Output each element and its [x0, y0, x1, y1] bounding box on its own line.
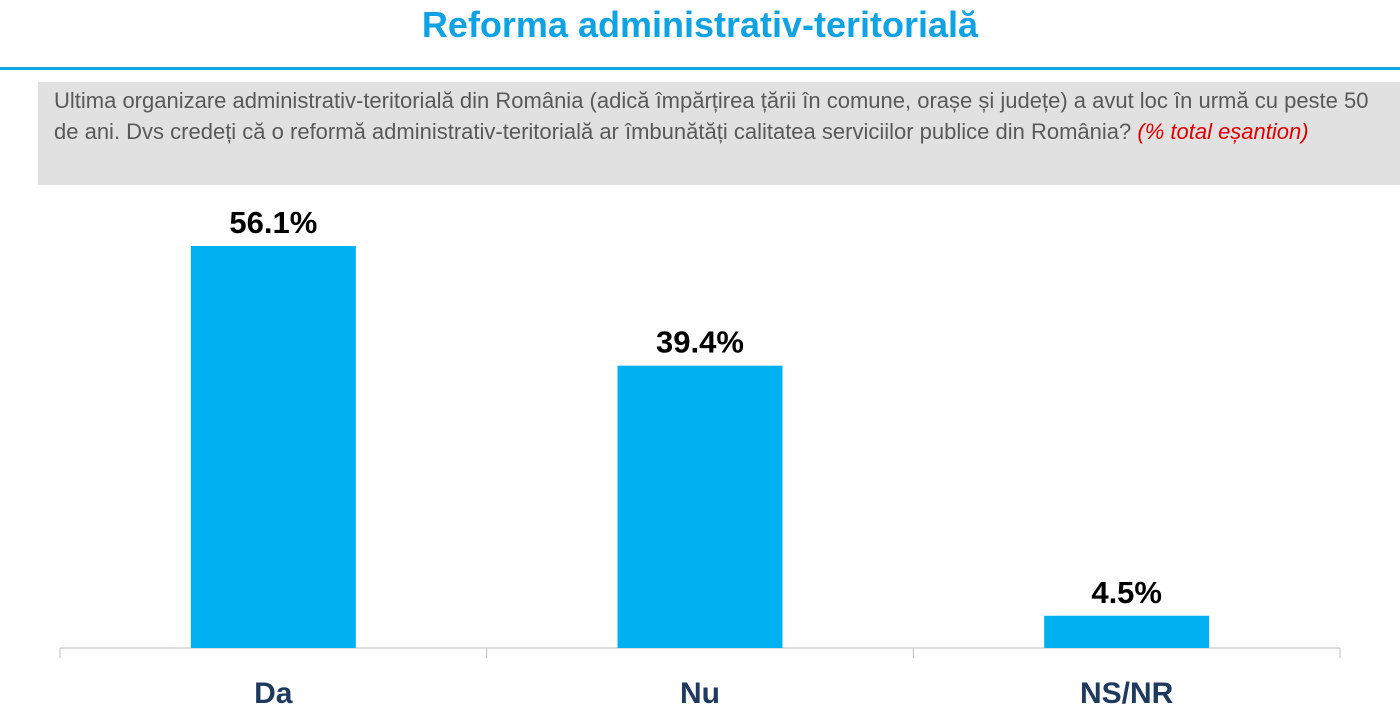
question-text: Ultima organizare administrativ-teritori…	[54, 88, 1369, 144]
x-tick-label: Da	[254, 677, 293, 710]
sample-note: (% total eșantion)	[1137, 119, 1309, 144]
chart-title: Reforma administrativ-teritorială	[421, 4, 979, 45]
x-tick-label: Nu	[680, 677, 720, 710]
value-label: 56.1%	[229, 205, 317, 240]
x-tick-label: NS/NR	[1080, 677, 1174, 710]
bar	[617, 365, 783, 648]
chart: 56.1% Da 39.4% Nu 4.5% NS/NR	[59, 205, 1341, 710]
bar	[190, 246, 356, 648]
title-rule	[0, 67, 1400, 70]
value-label: 4.5%	[1091, 575, 1162, 610]
value-label: 39.4%	[656, 325, 744, 360]
bar	[1044, 615, 1210, 648]
question-box: Ultima organizare administrativ-teritori…	[38, 82, 1400, 185]
